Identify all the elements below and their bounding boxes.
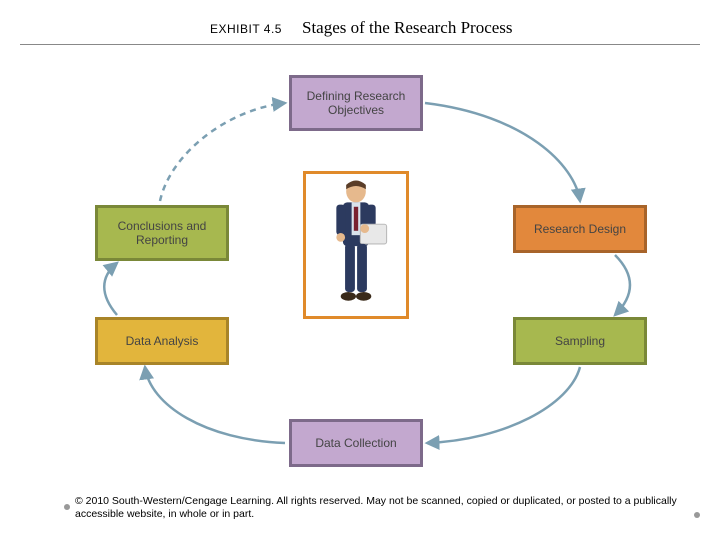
node-analysis: Data Analysis <box>95 317 229 365</box>
node-design: Research Design <box>513 205 647 253</box>
node-defining: Defining Research Objectives <box>289 75 423 131</box>
edge-analysis-to-conclusions <box>104 263 117 315</box>
exhibit-label: EXHIBIT 4.5 <box>210 22 282 36</box>
edge-design-to-sampling <box>615 255 630 315</box>
edge-sampling-to-collection <box>427 367 580 443</box>
header: EXHIBIT 4.5 Stages of the Research Proce… <box>20 0 700 45</box>
node-sampling: Sampling <box>513 317 647 365</box>
edge-defining-to-design <box>425 103 580 201</box>
node-conclusions: Conclusions and Reporting <box>95 205 229 261</box>
page-title: Stages of the Research Process <box>302 18 513 38</box>
node-collection: Data Collection <box>289 419 423 467</box>
center-person-figure <box>303 171 409 319</box>
decorative-dot <box>694 512 700 518</box>
decorative-dot <box>64 504 70 510</box>
copyright-footer: © 2010 South-Western/Cengage Learning. A… <box>75 495 690 522</box>
research-process-diagram: Defining Research Objectives Research Des… <box>55 55 665 475</box>
edge-collection-to-analysis <box>145 367 285 443</box>
person-icon <box>306 174 406 316</box>
edge-conclusions-to-defining <box>160 103 285 201</box>
